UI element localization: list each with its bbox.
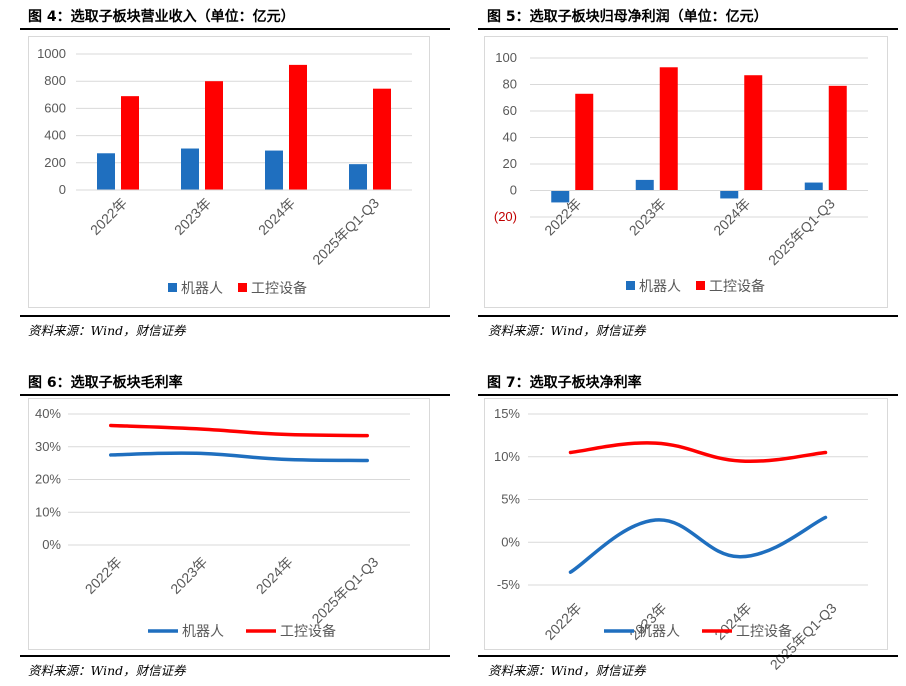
fig6-ytick-label: 0%	[42, 537, 61, 552]
fig5-legend-swatch-1	[696, 281, 705, 290]
fig4-bar-control-1	[205, 81, 223, 190]
fig5-top-rule	[478, 28, 898, 30]
fig5-bar-control-1	[659, 67, 678, 191]
fig5-bar-robot-0	[551, 190, 570, 203]
fig7-title: 图 7：选取子板块净利率	[487, 375, 642, 391]
fig5-legend-swatch-0	[626, 281, 635, 290]
fig4-source: 资料来源：Wind，财信证券	[28, 323, 186, 338]
fig6-bottom-rule	[20, 655, 450, 657]
fig6-line-control	[109, 423, 369, 438]
fig5-legend-label-0: 机器人	[639, 278, 681, 294]
fig4-legend-swatch-0	[168, 283, 177, 292]
fig7-chart-panel	[484, 398, 888, 650]
fig7-line-robot	[568, 515, 828, 574]
fig4-legend-label-1: 工控设备	[251, 280, 307, 296]
fig5-bottom-rule	[478, 315, 898, 317]
fig6-ytick-label: 10%	[35, 504, 61, 519]
fig4-legend-swatch-1	[238, 283, 247, 292]
fig5-chart-panel	[484, 36, 888, 308]
fig6-source: 资料来源：Wind，财信证券	[28, 663, 186, 678]
fig5-ytick-label: (20)	[494, 209, 517, 224]
fig4-legend-label-0: 机器人	[181, 280, 223, 296]
fig5-ytick-label: 0	[510, 183, 517, 198]
fig7-ytick-label: 15%	[494, 406, 520, 421]
fig6-legend-label-0: 机器人	[182, 623, 224, 639]
fig6-ytick-label: 20%	[35, 472, 61, 487]
fig7-ytick-label: 0%	[501, 534, 520, 549]
fig5-bar-robot-2	[720, 190, 739, 199]
fig6-chart-panel	[28, 398, 430, 650]
fig4-bottom-rule	[20, 315, 450, 317]
fig7-bottom-rule	[478, 655, 898, 657]
fig7-source: 资料来源：Wind，财信证券	[488, 663, 646, 678]
fig5-bar-robot-1	[635, 179, 654, 191]
fig5-source: 资料来源：Wind，财信证券	[488, 323, 646, 338]
fig5-bar-control-2	[744, 75, 763, 191]
fig4-bar-robot-0	[97, 153, 115, 190]
fig4-bar-control-3	[373, 88, 391, 190]
fig4-title: 图 4：选取子板块营业收入（单位：亿元）	[28, 9, 295, 25]
fig5-bar-control-0	[575, 93, 594, 191]
fig4-ytick-label: 400	[44, 128, 66, 143]
fig4-ytick-label: 800	[44, 73, 66, 88]
fig5-ytick-label: 40	[503, 130, 517, 145]
fig4-bar-robot-3	[349, 164, 367, 190]
fig7-line-control	[568, 441, 828, 464]
fig5-ytick-label: 100	[495, 50, 517, 65]
fig7-top-rule	[478, 394, 898, 396]
fig5-ytick-label: 20	[503, 156, 517, 171]
fig4-ytick-label: 200	[44, 155, 66, 170]
fig5-bar-control-3	[828, 85, 847, 191]
fig6-legend-label-1: 工控设备	[280, 623, 336, 639]
fig4-bar-control-2	[289, 64, 307, 190]
fig6-ytick-label: 30%	[35, 439, 61, 454]
fig4-ytick-label: 0	[59, 182, 66, 197]
fig7-legend-label-0: 机器人	[638, 623, 680, 639]
fig4-bar-robot-2	[265, 150, 283, 190]
fig4-bar-control-0	[121, 96, 139, 190]
fig6-top-rule	[20, 394, 450, 396]
fig5-bar-robot-3	[804, 182, 823, 191]
fig5-legend-label-1: 工控设备	[709, 278, 765, 294]
fig6-ytick-label: 40%	[35, 406, 61, 421]
fig7-legend-label-1: 工控设备	[736, 623, 792, 639]
fig5-ytick-label: 60	[503, 103, 517, 118]
fig4-top-rule	[20, 28, 450, 30]
fig6-title: 图 6：选取子板块毛利率	[28, 375, 183, 391]
fig4-ytick-label: 600	[44, 100, 66, 115]
fig7-ytick-label: 10%	[494, 449, 520, 464]
fig4-ytick-label: 1000	[37, 46, 66, 61]
fig5-ytick-label: 80	[503, 77, 517, 92]
fig7-ytick-label: 5%	[501, 492, 520, 507]
fig5-title: 图 5：选取子板块归母净利润（单位：亿元）	[487, 9, 768, 25]
fig7-xtick-label: 2022年	[541, 600, 584, 643]
fig6-line-robot	[109, 451, 369, 463]
fig7-ytick-label: -5%	[497, 577, 521, 592]
fig4-bar-robot-1	[181, 148, 199, 190]
